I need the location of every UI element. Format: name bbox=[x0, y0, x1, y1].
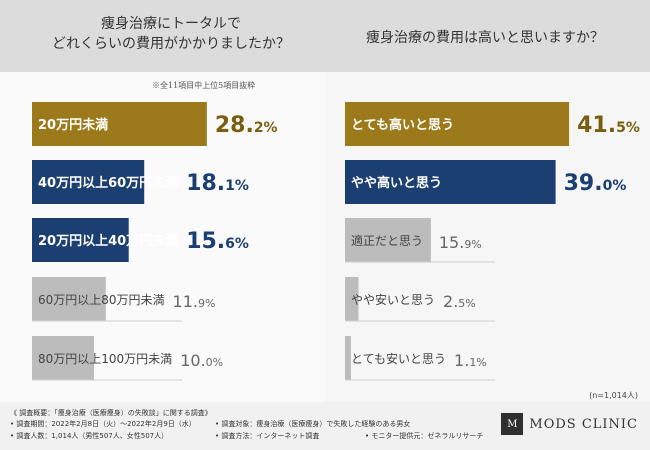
footer-period: • 調査期間：2022年2月8日（火）〜2022年2月9日（水） bbox=[10, 420, 196, 428]
right-bar-label-4: やや安いと思う bbox=[351, 292, 435, 307]
left-value-label-5: 10.0% bbox=[180, 351, 223, 370]
header-band bbox=[0, 0, 650, 72]
footer-target: • 調査対象：痩身治療（医療痩身）で失敗した経験のある男女 bbox=[215, 420, 411, 428]
right-bar-2 bbox=[345, 160, 556, 204]
excerpt-note: ※全11項目中上位5項目抜粋 bbox=[152, 81, 256, 90]
header-notch bbox=[315, 64, 335, 74]
charts-svg: 20万円未満 28.2% 40万円以上60万円未満 18.1% 20万円以上40万円未満… bbox=[32, 102, 640, 381]
right-question: 痩身治療の費用は高いと思いますか？ bbox=[345, 28, 625, 48]
right-bar-label-2: やや高いと思う bbox=[351, 175, 442, 191]
right-value-label-4: 2.5% bbox=[443, 292, 476, 311]
left-bar-label-1: 20万円未満 bbox=[38, 117, 108, 133]
sample-size: (n=1,014人) bbox=[589, 391, 638, 400]
right-value-label-2: 39.0% bbox=[564, 171, 627, 196]
left-bar-4 bbox=[32, 277, 106, 321]
right-value-label-1: 41.5% bbox=[577, 113, 640, 138]
right-bar-5 bbox=[345, 336, 351, 380]
left-bar-5 bbox=[32, 336, 94, 380]
footer-title: 《 調査概要：「痩身治療（医療痩身）の失敗談」に関する調査》 bbox=[10, 409, 212, 417]
right-bar-3 bbox=[345, 218, 431, 262]
survey-footer: 《 調査概要：「痩身治療（医療痩身）の失敗談」に関する調査》 • 調査期間：20… bbox=[0, 404, 650, 450]
left-bar-1 bbox=[32, 102, 207, 146]
right-bar-4 bbox=[345, 277, 359, 321]
footer-method: • 調査方法：インターネット調査 bbox=[215, 432, 320, 440]
right-value-label-3: 15.9% bbox=[439, 233, 482, 252]
left-value-label-1: 28.2% bbox=[215, 113, 278, 138]
left-value-label-3: 15.6% bbox=[186, 229, 249, 254]
right-bar-label-5: とても安いと思う bbox=[351, 351, 446, 366]
left-bar-label-4: 60万円以上80万円未満 bbox=[38, 293, 165, 307]
left-bar-3 bbox=[32, 218, 129, 262]
left-value-label-2: 18.1% bbox=[186, 171, 249, 196]
right-question-line-1: 痩身治療の費用は高いと思いますか？ bbox=[366, 30, 604, 46]
left-bar-label-3: 20万円以上40万円未満 bbox=[38, 233, 178, 249]
right-bar-label-3: 適正だと思う bbox=[351, 233, 423, 248]
right-value-label-5: 1.1% bbox=[454, 351, 487, 370]
left-question-line-2: どれくらいの費用がかかりましたか？ bbox=[52, 36, 290, 52]
left-bar-label-5: 80万円以上100万円未満 bbox=[38, 352, 172, 366]
footer-respondents: • 調査人数：1,014人（男性507人、女性507人） bbox=[10, 432, 169, 440]
logo-text: MODS CLINIC bbox=[529, 416, 638, 432]
footer-provider: • モニター提供元：ゼネラルリサーチ bbox=[365, 432, 484, 440]
left-question-line-1: 痩身治療にトータルで bbox=[101, 16, 241, 32]
left-bar-2 bbox=[32, 160, 145, 204]
clinic-logo: M MODS CLINIC bbox=[501, 412, 638, 436]
left-bar-label-2: 40万円以上60万円未満 bbox=[38, 175, 178, 191]
right-bar-label-1: とても高いと思う bbox=[351, 117, 454, 133]
left-question: 痩身治療にトータルで どれくらいの費用がかかりましたか？ bbox=[36, 14, 306, 54]
right-bar-1 bbox=[345, 102, 570, 146]
logo-mark: M bbox=[501, 413, 524, 435]
left-value-label-4: 11.9% bbox=[173, 292, 216, 311]
